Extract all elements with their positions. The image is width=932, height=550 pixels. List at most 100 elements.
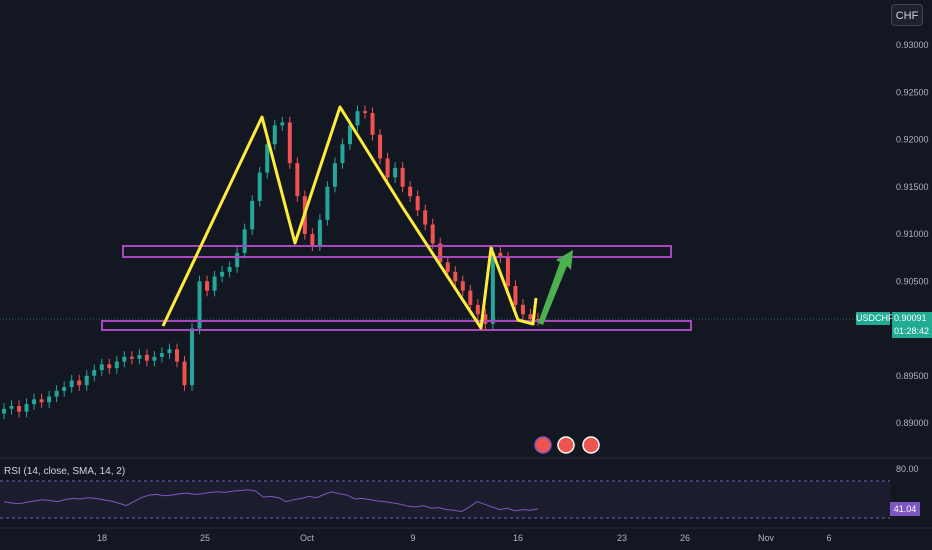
candle-body <box>468 290 473 305</box>
candle-body <box>235 252 240 268</box>
price-tick-label: 0.89000 <box>896 418 929 428</box>
time-tick-label: 16 <box>513 533 523 543</box>
candle-body <box>438 243 443 263</box>
candle-body <box>347 125 352 145</box>
candle-body <box>445 262 450 272</box>
support-zone[interactable] <box>101 320 692 331</box>
candle-body <box>129 356 134 359</box>
candle-body <box>505 257 510 286</box>
rsi-band-fill <box>0 481 890 518</box>
candle-body <box>483 314 488 324</box>
candle-body <box>317 219 322 246</box>
candle-body <box>310 234 315 246</box>
candle-body <box>490 252 495 324</box>
candle-body <box>498 252 503 258</box>
candle-body <box>475 304 480 315</box>
us-flag-event-icon[interactable] <box>582 436 600 454</box>
symbol-label: USDCHF <box>856 312 894 325</box>
candle-body <box>287 122 292 164</box>
us-flag-event-icon[interactable] <box>557 436 575 454</box>
pattern-line[interactable] <box>161 105 538 330</box>
candle-body <box>423 210 428 225</box>
price-tick-label: 0.92500 <box>896 87 929 97</box>
candle-body <box>122 356 127 362</box>
candle-body <box>460 281 465 291</box>
candle-body <box>17 405 22 412</box>
candle-body <box>355 111 360 126</box>
countdown: 01:28:42 <box>894 326 930 336</box>
candle-body <box>99 364 104 371</box>
candle-body <box>197 281 202 329</box>
target-arrow-icon[interactable] <box>538 250 573 325</box>
candle-body <box>9 405 14 409</box>
candle-body <box>536 319 540 321</box>
candle-body <box>453 271 458 282</box>
time-tick-label: Nov <box>758 533 775 543</box>
last-price: 0.90091 <box>894 313 927 323</box>
candle-body <box>250 200 255 230</box>
candle-body <box>415 196 420 211</box>
price-tick-label: 0.93000 <box>896 40 929 50</box>
event-markers[interactable] <box>534 436 600 454</box>
rsi-line <box>3 489 539 513</box>
candle-body <box>77 380 82 386</box>
candle-body <box>295 163 300 197</box>
candle-body <box>513 285 518 305</box>
candle-body <box>205 281 210 291</box>
candle-body <box>325 186 330 220</box>
candle-body <box>69 380 74 388</box>
price-tick-label: 0.92000 <box>896 135 929 145</box>
candle-body <box>24 404 29 412</box>
currency-button[interactable]: CHF <box>891 4 923 26</box>
rsi-level-label: 80.00 <box>896 464 919 474</box>
resistance-zone[interactable] <box>122 245 672 258</box>
candle-body <box>2 408 6 414</box>
candle-body <box>152 356 157 361</box>
candle-body <box>332 163 337 187</box>
candle-body <box>363 111 368 114</box>
time-tick-label: 9 <box>410 533 415 543</box>
candle-body <box>528 314 533 320</box>
candle-body <box>144 354 149 361</box>
rsi-legend[interactable]: RSI (14, close, SMA, 14, 2) <box>4 466 126 477</box>
candle-body <box>167 349 172 354</box>
candle-body <box>47 396 52 403</box>
candle-body <box>174 349 179 362</box>
candle-body <box>182 361 187 386</box>
time-tick-label: 23 <box>617 533 627 543</box>
candle-body <box>62 387 67 391</box>
candle-body <box>272 125 277 145</box>
price-tick-label: 0.91000 <box>896 229 929 239</box>
candle-body <box>114 361 119 369</box>
candle-body <box>159 353 164 357</box>
candle-body <box>84 375 89 386</box>
last-price-tag: USDCHF 0.90091 01:28:42 <box>856 312 932 338</box>
rsi-value-tag: 41.04 <box>890 502 920 516</box>
candle-body <box>227 267 232 272</box>
candle-body <box>242 229 247 253</box>
candlestick-series <box>2 105 540 420</box>
price-tick-label: 0.90500 <box>896 276 929 286</box>
candle-body <box>430 224 435 244</box>
candle-body <box>220 271 225 277</box>
time-axis[interactable]: 18 25 Oct 9 16 23 26 Nov 6 <box>97 533 832 543</box>
time-tick-label: 25 <box>200 533 210 543</box>
candle-body <box>137 354 142 359</box>
candle-body <box>340 144 345 164</box>
candle-body <box>400 167 405 187</box>
candle-body <box>32 399 37 405</box>
candle-body <box>212 276 217 291</box>
candle-body <box>408 186 413 197</box>
candle-body <box>39 399 44 403</box>
price-axis[interactable]: 0.93000 0.92500 0.92000 0.91500 0.91000 0.905… <box>896 40 929 428</box>
candle-body <box>370 113 375 135</box>
candle-body <box>107 364 112 369</box>
price-tick-label: 0.91500 <box>896 182 929 192</box>
us-flag-event-icon[interactable] <box>534 436 552 454</box>
candle-body <box>257 172 262 201</box>
candle-body <box>393 167 398 178</box>
candle-body <box>385 158 390 178</box>
candle-body <box>54 390 59 397</box>
time-tick-label: 18 <box>97 533 107 543</box>
